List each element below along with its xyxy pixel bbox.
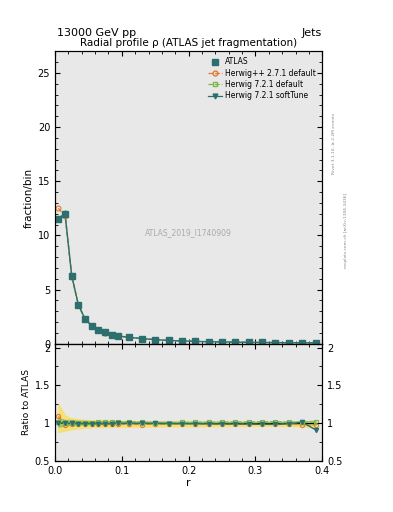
Title: Radial profile ρ (ATLAS jet fragmentation): Radial profile ρ (ATLAS jet fragmentatio… xyxy=(80,38,297,48)
Text: 13000 GeV pp: 13000 GeV pp xyxy=(57,28,136,38)
Text: Jets: Jets xyxy=(302,28,322,38)
X-axis label: r: r xyxy=(186,478,191,488)
Legend: ATLAS, Herwig++ 2.7.1 default, Herwig 7.2.1 default, Herwig 7.2.1 softTune: ATLAS, Herwig++ 2.7.1 default, Herwig 7.… xyxy=(206,55,318,102)
Y-axis label: Ratio to ATLAS: Ratio to ATLAS xyxy=(22,369,31,435)
Text: Rivet 3.1.10, ≥ 2.2M events: Rivet 3.1.10, ≥ 2.2M events xyxy=(332,113,336,174)
Text: mcplots.cern.ch [arXiv:1306.3436]: mcplots.cern.ch [arXiv:1306.3436] xyxy=(344,193,348,268)
Text: ATLAS_2019_I1740909: ATLAS_2019_I1740909 xyxy=(145,228,232,237)
Y-axis label: fraction/bin: fraction/bin xyxy=(24,167,33,227)
